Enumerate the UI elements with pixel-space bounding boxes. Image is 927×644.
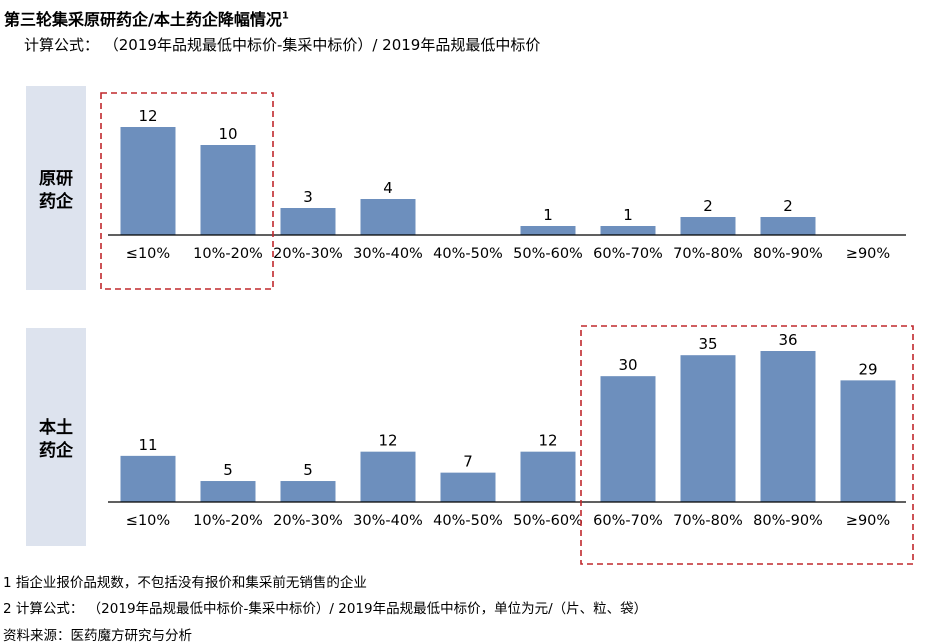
x-tick-label: 40%-50% — [433, 246, 503, 262]
data-label: 12 — [378, 432, 397, 450]
bar — [680, 217, 736, 235]
title-footnote-marker: 1 — [281, 10, 289, 22]
bar — [520, 451, 576, 502]
data-label: 1 — [623, 206, 633, 224]
data-label: 12 — [138, 107, 157, 125]
x-tick-label: 10%-20% — [193, 513, 263, 529]
x-tick-label: 50%-60% — [513, 246, 583, 262]
data-label: 36 — [778, 331, 797, 349]
bar — [440, 472, 496, 502]
bar — [360, 199, 416, 235]
x-tick-label: 30%-40% — [353, 513, 423, 529]
bar — [760, 217, 816, 235]
bar — [120, 455, 176, 502]
data-label: 1 — [543, 206, 553, 224]
x-tick-label: 10%-20% — [193, 246, 263, 262]
data-label: 10 — [218, 125, 237, 143]
highlight-box — [580, 325, 914, 565]
bar — [200, 145, 256, 235]
x-tick-label: 70%-80% — [673, 246, 743, 262]
x-tick-label: 30%-40% — [353, 246, 423, 262]
data-label: 35 — [698, 335, 717, 353]
data-label: 30 — [618, 356, 637, 374]
x-tick-label: ≤10% — [126, 246, 170, 262]
bar — [360, 451, 416, 502]
group-label-text: 药企 — [39, 191, 74, 212]
bar — [280, 481, 336, 502]
x-tick-label: ≥90% — [846, 513, 890, 529]
group-label-box — [26, 328, 86, 546]
group-label-text: 原研 — [39, 169, 73, 189]
data-label: 2 — [783, 197, 793, 215]
data-label: 7 — [463, 453, 473, 471]
x-tick-label: 40%-50% — [433, 513, 503, 529]
data-label: 29 — [858, 360, 877, 378]
data-label: 5 — [223, 461, 233, 479]
x-tick-label: 80%-90% — [753, 513, 823, 529]
x-tick-label: 60%-70% — [593, 246, 663, 262]
page-title: 第三轮集采原研药企/本土药企降幅情况1 — [4, 10, 289, 29]
x-tick-label: 20%-30% — [273, 513, 343, 529]
x-tick-label: ≤10% — [126, 513, 170, 529]
bar — [840, 380, 896, 502]
x-tick-label: 20%-30% — [273, 246, 343, 262]
formula-subtitle: 计算公式： （2019年品规最低中标价-集采中标价）/ 2019年品规最低中标价 — [24, 36, 541, 54]
data-label: 3 — [303, 188, 313, 206]
data-label: 2 — [703, 197, 713, 215]
bar — [600, 226, 656, 235]
group-label-box — [26, 86, 86, 290]
x-tick-label: 80%-90% — [753, 246, 823, 262]
group-label-text: 药企 — [39, 440, 74, 461]
x-tick-label: 50%-60% — [513, 513, 583, 529]
data-label: 5 — [303, 461, 313, 479]
bar — [120, 127, 176, 235]
chart-panel-domestic-pharma: 本土药企 11 ≤10% 5 10%-20% 5 20%-30% 12 30%-40% 7 40%-… — [26, 325, 914, 565]
bar — [200, 481, 256, 502]
bar — [760, 351, 816, 502]
data-label: 12 — [538, 432, 557, 450]
bar — [280, 208, 336, 235]
bar — [520, 226, 576, 235]
data-label: 11 — [138, 436, 157, 454]
footnote-1: 1 指企业报价品规数，不包括没有报价和集采前无销售的企业 — [3, 575, 367, 591]
bar — [600, 376, 656, 502]
footnote-2: 2 计算公式： （2019年品规最低中标价-集采中标价）/ 2019年品规最低中… — [3, 601, 648, 617]
group-label-text: 本土 — [39, 417, 73, 438]
x-tick-label: 70%-80% — [673, 513, 743, 529]
highlight-box — [100, 92, 274, 290]
data-label: 4 — [383, 179, 393, 197]
source-note: 资料来源：医药魔方研究与分析 — [3, 628, 192, 644]
bar — [680, 355, 736, 502]
x-tick-label: ≥90% — [846, 246, 890, 262]
x-tick-label: 60%-70% — [593, 513, 663, 529]
